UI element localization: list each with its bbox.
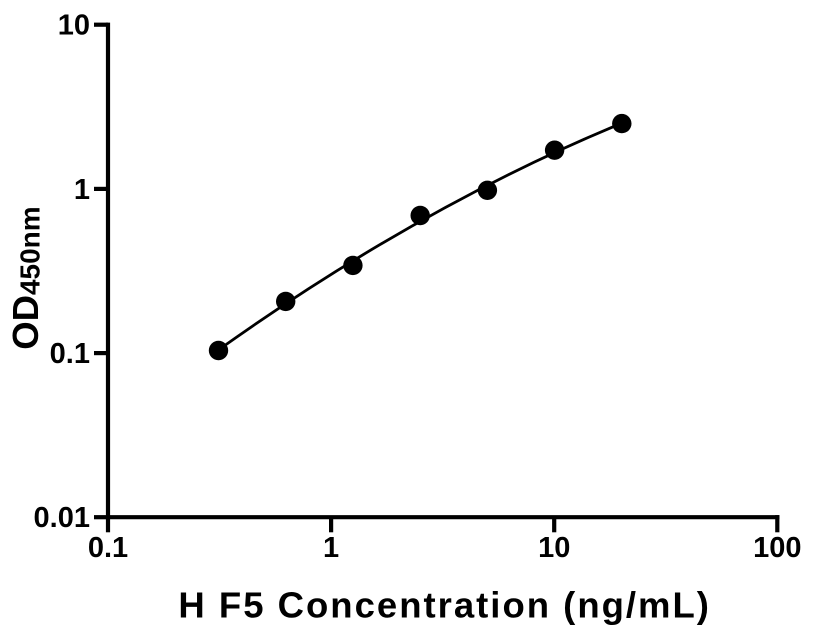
svg-text:0.01: 0.01 <box>34 502 90 534</box>
svg-text:1: 1 <box>74 174 90 206</box>
svg-text:100: 100 <box>753 532 801 564</box>
svg-text:1: 1 <box>323 532 339 564</box>
svg-text:H F5 Concentration (ng/mL): H F5 Concentration (ng/mL) <box>178 585 711 626</box>
svg-text:10: 10 <box>538 532 570 564</box>
svg-text:0.1: 0.1 <box>50 338 90 370</box>
svg-text:0.1: 0.1 <box>88 532 128 564</box>
svg-text:10: 10 <box>58 10 90 42</box>
